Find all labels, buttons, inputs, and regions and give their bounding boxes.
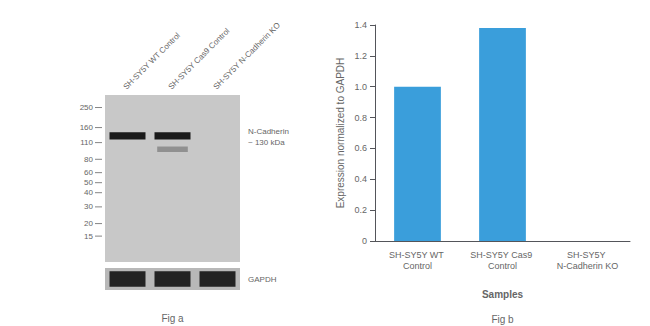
svg-text:40: 40 [84,188,93,197]
svg-text:Fig a: Fig a [161,313,184,324]
svg-text:0: 0 [362,236,367,246]
svg-text:N-Cadherin KO: N-Cadherin KO [557,261,619,271]
svg-text:SH-SY5Y N-Cadherin KO: SH-SY5Y N-Cadherin KO [211,21,282,92]
svg-text:0.6: 0.6 [354,143,367,153]
svg-text:N-Cadherin: N-Cadherin [248,127,289,136]
svg-text:Control: Control [403,261,432,271]
svg-text:SH-SY5Y WT Control: SH-SY5Y WT Control [121,30,182,92]
svg-text:SH-SY5Y Cas9: SH-SY5Y Cas9 [470,250,534,260]
svg-text:20: 20 [84,219,93,228]
svg-text:110: 110 [80,138,93,147]
svg-text:Fig b: Fig b [491,314,514,325]
svg-text:~ 130 kDa: ~ 130 kDa [248,138,285,147]
svg-text:Expression normalized to GAPDH: Expression normalized to GAPDH [335,58,346,209]
svg-text:Control: Control [488,261,517,271]
svg-text:1.2: 1.2 [354,51,367,61]
svg-text:GAPDH: GAPDH [248,275,277,284]
svg-text:0.8: 0.8 [354,113,367,123]
svg-text:0.4: 0.4 [354,174,367,184]
svg-text:SH-SY5Y: SH-SY5Y [567,250,608,260]
svg-text:250: 250 [80,103,94,112]
svg-text:Samples: Samples [482,289,524,300]
svg-text:50: 50 [84,178,93,187]
svg-text:160: 160 [80,123,94,132]
svg-text:1.0: 1.0 [354,82,367,92]
svg-text:SH-SY5Y WT: SH-SY5Y WT [389,250,446,260]
svg-text:0.2: 0.2 [354,205,367,215]
svg-text:30: 30 [84,202,93,211]
svg-text:SH-SY5Y Cas9 Control: SH-SY5Y Cas9 Control [166,26,232,92]
svg-text:80: 80 [84,155,93,164]
svg-text:15: 15 [84,232,93,241]
svg-text:1.4: 1.4 [354,20,367,30]
svg-text:60: 60 [84,168,93,177]
